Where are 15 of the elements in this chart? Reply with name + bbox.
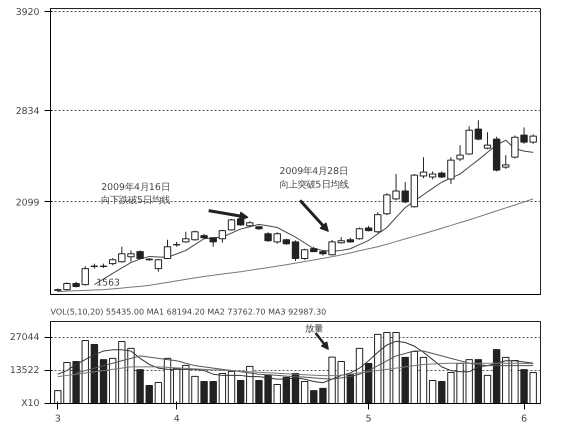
annotation: 放量 [304, 324, 323, 334]
annotation: 1563 [96, 277, 120, 288]
annotation: 2009年4月28日向上突破5日均线 [279, 166, 348, 190]
x-tick-label: 4 [174, 414, 180, 424]
y-tick-label: 2099 [16, 197, 40, 208]
chart-title: VOL(5,10,20) 55435.00 MA1 68194.20 MA2 73762.70 MA3 92987.30 [50, 308, 326, 316]
y-tick-label: X10 [21, 398, 40, 409]
y-tick-label: 13522 [10, 365, 40, 376]
y-tick-label: 2834 [16, 106, 40, 117]
x-tick-label: 6 [521, 414, 528, 424]
annotation: 2009年4月16日向下跌破5日均线 [101, 182, 170, 206]
y-tick-label: 3920 [16, 7, 40, 18]
x-tick-label: 3 [54, 414, 61, 424]
x-tick-label: 5 [366, 414, 372, 424]
y-tick-label: 27044 [10, 332, 40, 343]
